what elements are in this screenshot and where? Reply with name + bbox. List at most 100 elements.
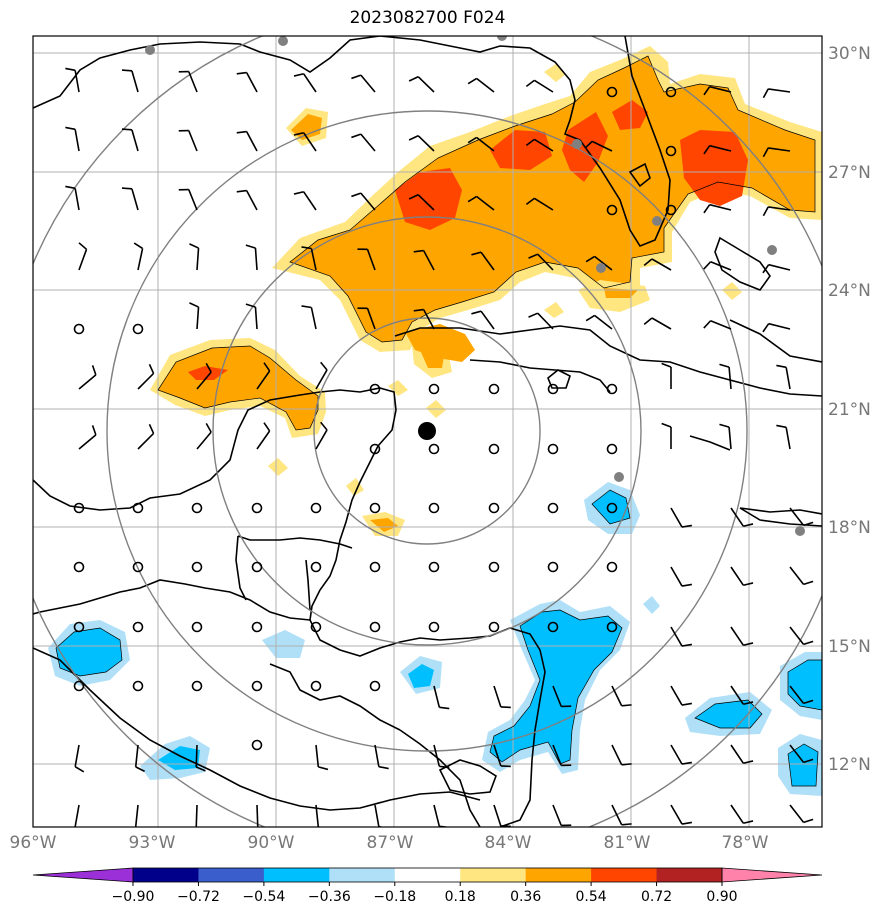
latitude-axis: 30°N 27°N 24°N 21°N 18°N 15°N 12°N <box>828 44 871 775</box>
calm-wind-marker <box>132 323 144 335</box>
calm-wind-marker <box>547 561 559 573</box>
wind-barb <box>703 203 732 214</box>
wind-barb <box>134 804 139 827</box>
wind-barb <box>584 140 613 152</box>
wind-barb <box>374 804 385 827</box>
wind-barb <box>552 804 572 827</box>
wind-barb <box>670 566 692 587</box>
colorbar-segment <box>198 868 265 882</box>
colorbar-segment <box>591 868 658 882</box>
calm-wind-marker <box>606 204 618 216</box>
wind-barb <box>703 85 732 96</box>
colorbar-tick-label: −0.54 <box>242 889 285 905</box>
wind-barb <box>245 303 258 330</box>
wind-barb <box>137 423 155 450</box>
wind-barb <box>471 310 495 330</box>
calm-wind-marker <box>606 86 618 98</box>
wind-barb <box>776 364 791 390</box>
wind-barb <box>776 424 791 450</box>
wind-barb <box>301 246 317 271</box>
lat-tick-label: 27°N <box>828 163 871 183</box>
calm-wind-marker <box>369 383 381 395</box>
colorbar-tick-label: 0.36 <box>510 889 541 905</box>
wind-barb <box>552 685 572 708</box>
wind-barb <box>133 242 144 271</box>
wind-barb <box>730 507 754 528</box>
calm-wind-marker <box>310 621 322 633</box>
wind-barb <box>74 744 85 773</box>
wind-barb <box>236 189 258 211</box>
wind-barb <box>315 421 328 450</box>
wind-barb <box>189 243 200 271</box>
calm-wind-marker <box>73 323 85 335</box>
calm-wind-marker <box>191 561 203 573</box>
wind-barb <box>762 147 791 158</box>
wind-barb <box>315 361 328 390</box>
wind-barb <box>256 804 261 827</box>
calm-wind-marker <box>369 680 381 692</box>
calm-wind-marker <box>310 680 322 692</box>
station-marker <box>652 216 662 226</box>
wind-barb <box>703 261 732 271</box>
colorbar-extend-high <box>721 867 823 883</box>
range-rings <box>33 36 822 827</box>
wind-barb <box>661 422 672 449</box>
wind-barb <box>433 744 450 769</box>
calm-wind-marker <box>191 621 203 633</box>
wind-barb <box>413 308 435 330</box>
station-marker <box>614 472 624 482</box>
calm-wind-marker <box>488 502 500 514</box>
calm-wind-marker <box>369 561 381 573</box>
wind-barb <box>315 804 322 827</box>
wind-barb <box>719 363 732 390</box>
calm-wind-marker <box>251 739 263 751</box>
wind-barb <box>525 79 554 93</box>
wind-barb <box>293 72 317 93</box>
wind-barb <box>611 685 632 707</box>
wind-barb <box>245 244 258 271</box>
wind-barb <box>585 314 613 330</box>
wind-barb <box>643 317 672 330</box>
lat-tick-label: 24°N <box>828 281 871 301</box>
wind-barb <box>178 70 198 93</box>
wind-barb <box>357 248 376 271</box>
station-marker <box>767 245 777 255</box>
wind-barb <box>413 249 435 271</box>
wind-barb <box>730 804 754 825</box>
colorbar-tick-label: −0.36 <box>308 889 351 905</box>
wind-barb <box>493 804 511 827</box>
colorbar-tick-label: 0.72 <box>641 889 672 905</box>
wind-barb <box>121 69 139 93</box>
calm-wind-marker <box>73 680 85 692</box>
calm-wind-marker <box>132 561 144 573</box>
lon-tick-label: 81°W <box>604 833 651 853</box>
wind-barb <box>301 305 317 330</box>
calm-wind-marker <box>547 443 559 455</box>
colorbar-tick-label: 0.18 <box>445 889 476 905</box>
colorbar-extend-low <box>32 867 134 883</box>
wind-barb <box>178 188 198 211</box>
wind-barb <box>467 195 495 211</box>
wind-barb <box>730 626 754 647</box>
wind-barb <box>65 67 80 93</box>
wind-barb <box>730 744 754 765</box>
wind-barb <box>467 136 495 152</box>
calm-wind-marker <box>606 443 618 455</box>
calm-wind-marker <box>369 621 381 633</box>
wind-barb <box>134 744 145 773</box>
wind-barb <box>189 302 200 330</box>
wind-barb <box>293 131 317 152</box>
wind-barb <box>137 363 155 390</box>
map-frame <box>32 35 823 828</box>
calm-wind-marker <box>428 502 440 514</box>
wind-barb-layer <box>65 67 814 827</box>
calm-wind-marker <box>428 443 440 455</box>
colorbar-segment <box>656 868 723 882</box>
wind-barb <box>351 74 376 93</box>
wind-barb <box>493 685 511 709</box>
calm-wind-marker <box>73 502 85 514</box>
wind-barb <box>78 365 97 390</box>
calm-wind-marker <box>606 383 618 395</box>
wind-barb <box>315 744 329 771</box>
